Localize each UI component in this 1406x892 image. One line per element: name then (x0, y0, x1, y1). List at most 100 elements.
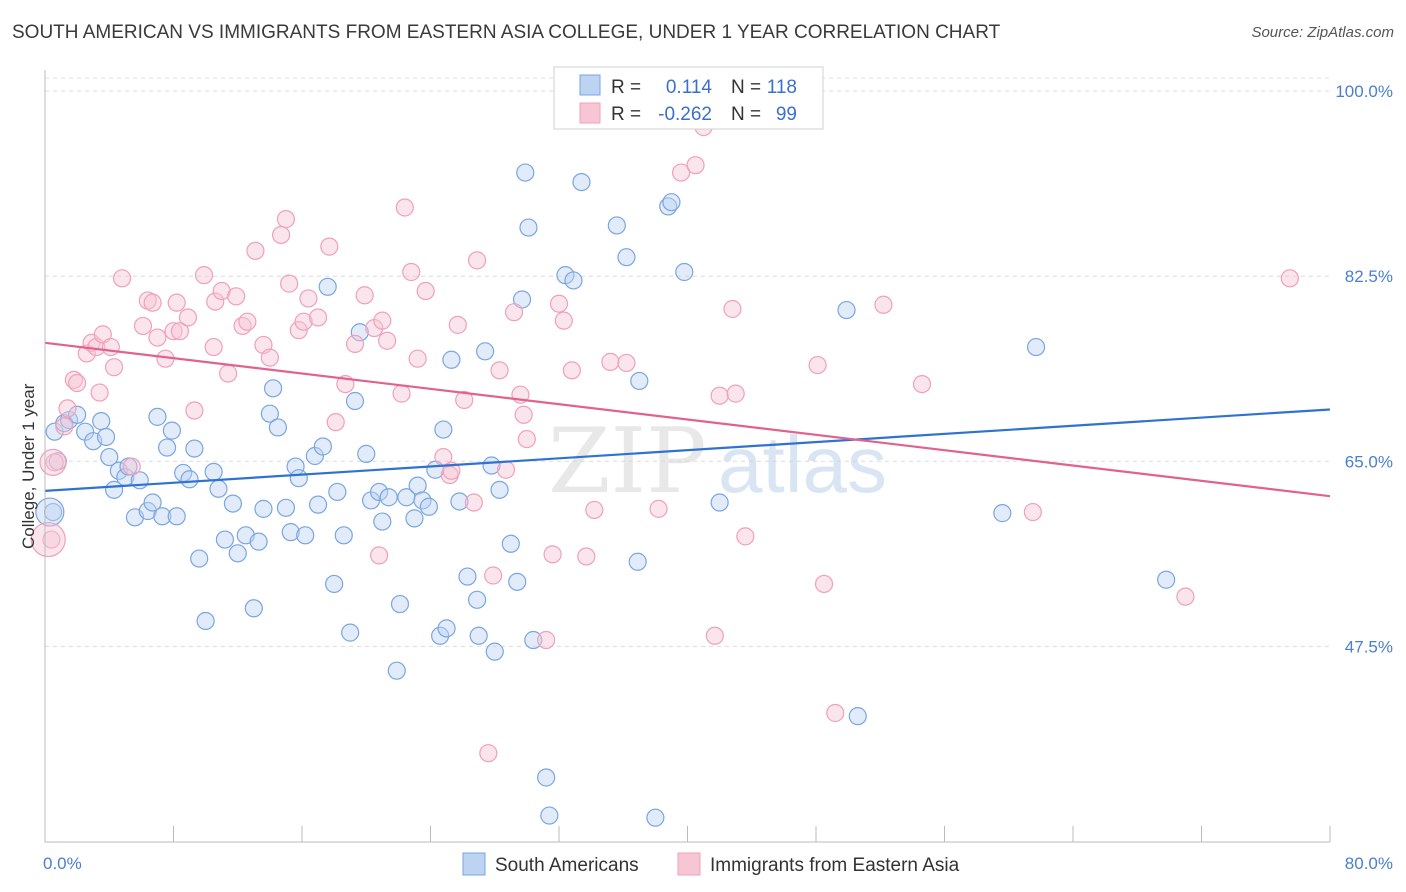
point-south-americans (628, 552, 647, 571)
point-eastern-asia (204, 337, 223, 357)
trend-line-south-americans (44, 408, 1331, 492)
point-eastern-asia (736, 527, 755, 546)
point-south-americans (296, 526, 315, 545)
point-south-americans (469, 626, 488, 645)
point-eastern-asia (276, 210, 296, 229)
correlation-legend: R = 0.114 N = 118 R = -0.262 N = 99 (553, 66, 824, 130)
point-eastern-asia (912, 374, 932, 394)
point-south-americans (467, 590, 487, 609)
point-south-americans (185, 439, 204, 458)
legend-r-label-2: R = (611, 104, 641, 125)
legend-r-value-1: 0.114 (666, 77, 713, 98)
point-eastern-asia (42, 530, 61, 549)
point-south-americans (313, 437, 332, 456)
point-eastern-asia (326, 413, 345, 432)
point-eastern-asia (601, 352, 620, 371)
point-eastern-asia (170, 322, 190, 341)
point-south-americans-large (35, 497, 65, 527)
series-legend: South Americans Immigrants from Eastern … (462, 852, 960, 876)
point-south-americans (260, 404, 279, 423)
point-south-americans (162, 421, 181, 440)
point-eastern-asia (1176, 587, 1195, 606)
y-tick-label: 47.5% (1345, 637, 1393, 656)
point-eastern-asia (395, 198, 414, 217)
point-south-americans (308, 495, 328, 514)
legend-n-value-1: 118 (767, 77, 797, 98)
point-eastern-asia (826, 703, 845, 723)
legend-r-value-2: -0.262 (658, 104, 712, 125)
point-south-americans (289, 469, 308, 488)
point-eastern-asia (562, 361, 581, 380)
point-eastern-asia (289, 321, 308, 340)
point-eastern-asia (710, 386, 729, 405)
point-south-americans (490, 480, 509, 499)
point-south-americans (390, 594, 410, 614)
point-eastern-asia (178, 308, 198, 327)
point-south-americans (96, 427, 116, 447)
point-eastern-asia (455, 390, 474, 410)
point-south-americans (837, 300, 856, 320)
point-south-americans (244, 599, 263, 618)
point-eastern-asia (345, 334, 365, 354)
point-eastern-asia (122, 457, 141, 476)
point-south-americans (617, 248, 636, 267)
point-eastern-asia (219, 364, 238, 383)
point-eastern-asia (671, 163, 691, 182)
point-eastern-asia (308, 308, 328, 327)
point-eastern-asia-large (30, 521, 66, 558)
point-south-americans (501, 534, 520, 553)
point-eastern-asia (378, 331, 397, 350)
point-eastern-asia (227, 287, 246, 306)
point-eastern-asia (517, 429, 536, 449)
point-south-americans (223, 494, 243, 513)
point-eastern-asia (238, 312, 257, 331)
legend-n-label-2: N = (731, 104, 761, 125)
point-eastern-asia (617, 353, 636, 373)
data-points (30, 118, 1299, 827)
point-south-americans (204, 462, 223, 481)
source-label: Source: ZipAtlas.com (1251, 24, 1394, 41)
point-eastern-asia (90, 383, 109, 402)
x-tick-labels: 0.0% 80.0% (43, 854, 1393, 873)
point-south-americans (263, 379, 283, 398)
point-south-americans (249, 532, 268, 551)
point-south-americans (180, 470, 199, 489)
point-eastern-asia (448, 315, 467, 334)
point-south-americans (379, 488, 398, 507)
y-axis-label: College, Under 1 year (19, 383, 38, 549)
point-eastern-asia (370, 546, 389, 565)
point-eastern-asia (392, 384, 411, 403)
point-eastern-asia (402, 262, 421, 282)
bottom-legend-label-eastern-asia: Immigrants from Eastern Asia (710, 855, 960, 876)
point-eastern-asia (194, 266, 214, 285)
point-south-americans (458, 567, 477, 586)
point-south-americans (419, 497, 438, 516)
point-south-americans (190, 549, 209, 568)
point-eastern-asia (64, 370, 84, 389)
point-south-americans (350, 323, 369, 342)
point-south-americans (100, 447, 119, 467)
legend-n-value-2: 99 (776, 104, 797, 125)
point-south-americans (442, 350, 461, 369)
y-tick-label: 65.0% (1345, 452, 1393, 471)
point-eastern-asia (148, 328, 167, 347)
point-south-americans (540, 806, 559, 825)
point-eastern-asia (294, 312, 313, 331)
point-eastern-asia (814, 574, 834, 594)
point-eastern-asia (726, 384, 745, 403)
legend-swatch-south-americans (579, 74, 601, 96)
point-eastern-asia (167, 293, 186, 312)
point-eastern-asia (246, 241, 265, 260)
trend-line-eastern-asia (44, 341, 1331, 498)
bottom-legend-swatch-south-americans (462, 852, 486, 876)
legend-r-label-1: R = (611, 77, 641, 98)
point-eastern-asia (373, 311, 392, 330)
point-south-americans (167, 507, 186, 526)
point-south-americans (328, 482, 347, 502)
point-south-americans (993, 504, 1012, 523)
point-eastern-asia (164, 322, 183, 341)
point-south-americans (710, 493, 729, 512)
point-south-americans (537, 768, 556, 787)
point-south-americans (228, 544, 247, 563)
point-south-americans (564, 271, 583, 290)
